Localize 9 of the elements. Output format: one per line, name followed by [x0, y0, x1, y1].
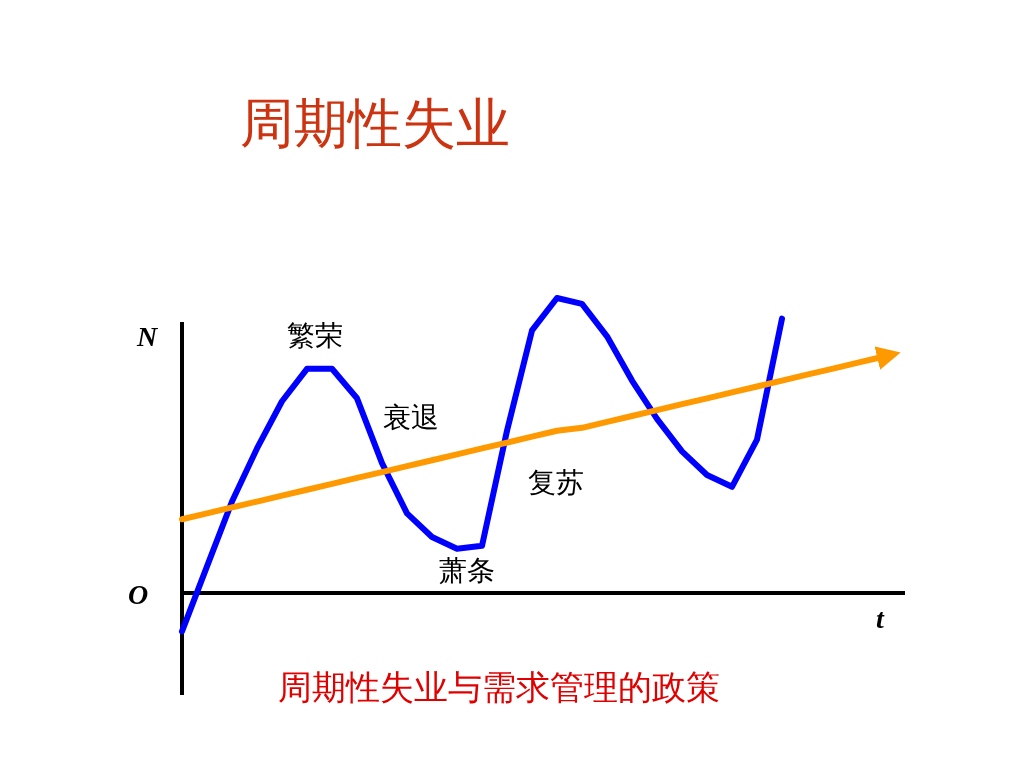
text: O	[127, 579, 149, 611]
chart-title: 周期性失业	[240, 93, 510, 154]
annotation: 萧条	[439, 555, 495, 587]
annotation: 复苏	[528, 467, 584, 499]
text: 周期性失业与需求管理的政策	[278, 667, 720, 706]
annotation: 衰退	[383, 402, 439, 434]
y-axis-title: N	[135, 321, 159, 353]
annotation: 繁荣	[287, 320, 343, 352]
x-axis-title: t	[876, 603, 886, 635]
